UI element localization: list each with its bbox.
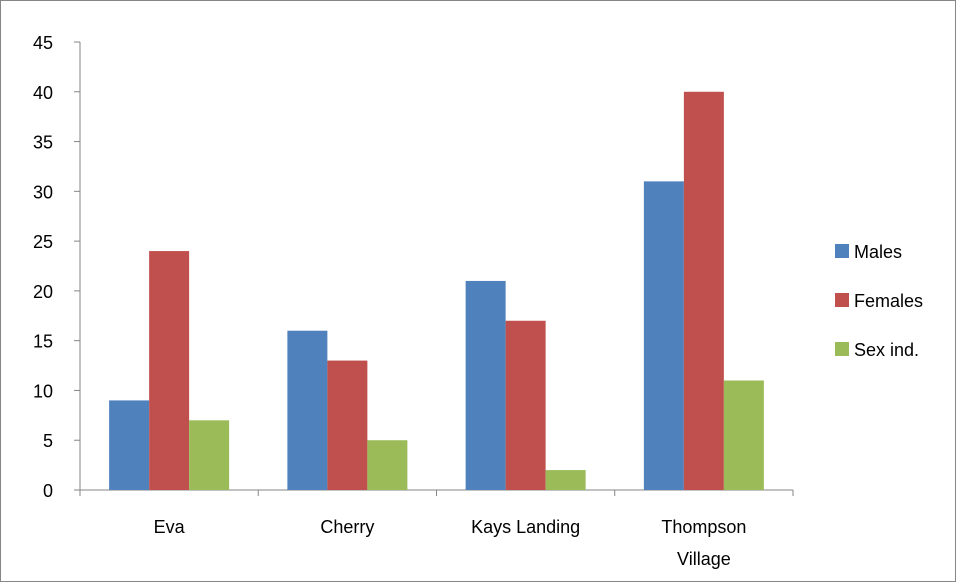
y-tick-label: 10 (33, 381, 53, 401)
x-category-label: Cherry (320, 517, 374, 537)
legend-swatch (835, 342, 849, 356)
y-tick-label: 0 (43, 481, 53, 501)
bar-males (109, 400, 150, 490)
bar-sex-ind (545, 470, 586, 490)
bar-females (683, 91, 724, 491)
x-category-label: Thompson (661, 517, 746, 537)
x-axis: Eva Cherry Kays Landing Thompson Village (79, 489, 794, 569)
y-tick-label: 15 (33, 332, 53, 352)
bar-females (505, 320, 546, 490)
bar-sex-ind (723, 380, 764, 490)
bars (109, 91, 764, 491)
bar-females (149, 251, 190, 490)
y-axis: 0 5 10 15 20 25 30 35 40 45 (33, 33, 81, 501)
legend-swatch (835, 293, 849, 307)
x-category-label: Village (677, 549, 731, 569)
bar-sex-ind (367, 440, 408, 490)
legend: Males Females Sex ind. (835, 242, 923, 360)
legend-label: Sex ind. (854, 340, 919, 360)
legend-label: Females (854, 291, 923, 311)
y-tick-label: 20 (33, 282, 53, 302)
x-category-label: Eva (154, 517, 186, 537)
bar-males (465, 280, 506, 490)
y-tick-label: 35 (33, 133, 53, 153)
bar-males (287, 330, 328, 490)
legend-label: Males (854, 242, 902, 262)
y-tick-label: 30 (33, 182, 53, 202)
y-tick-label: 45 (33, 33, 53, 53)
y-tick-label: 25 (33, 232, 53, 252)
legend-swatch (835, 244, 849, 258)
bar-males (643, 181, 684, 490)
bar-sex-ind (189, 420, 230, 490)
bar-females (327, 360, 368, 490)
y-tick-label: 40 (33, 83, 53, 103)
x-category-label: Kays Landing (471, 517, 580, 537)
y-tick-label: 5 (43, 431, 53, 451)
